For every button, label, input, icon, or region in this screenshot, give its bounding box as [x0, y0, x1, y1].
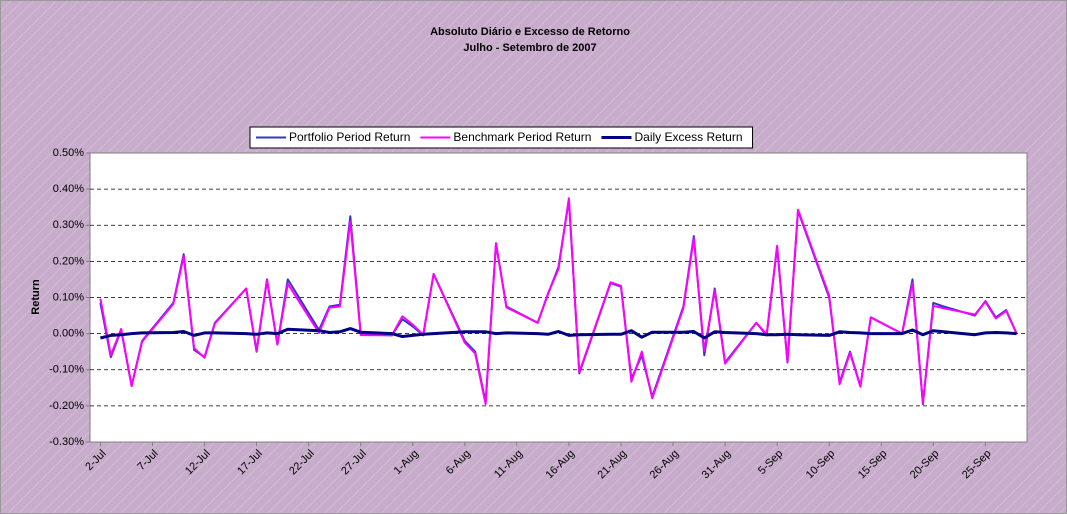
legend-label: Benchmark Period Return [453, 130, 591, 144]
legend-label: Portfolio Period Return [289, 130, 410, 144]
y-tick-label: 0.50% [53, 147, 84, 159]
chart-subtitle: Julho - Setembro de 2007 [463, 42, 596, 54]
y-tick-label: 0.20% [53, 255, 84, 267]
y-tick-label: -0.30% [49, 436, 84, 448]
y-tick-label: 0.00% [53, 328, 84, 340]
legend-box [249, 126, 754, 149]
y-tick-label: 0.10% [53, 291, 84, 303]
legend: Portfolio Period Return Benchmark Period … [249, 126, 754, 149]
y-tick-label: 0.40% [53, 183, 84, 195]
series-line [99, 197, 1018, 406]
legend-label: Daily Excess Return [634, 130, 742, 144]
series-line [100, 327, 1017, 340]
y-tick-label: -0.10% [49, 364, 84, 376]
y-tick-label: 0.30% [53, 219, 84, 231]
chart-title: Absoluto Diário e Excesso de Retorno [430, 26, 630, 38]
y-tick-label: -0.20% [49, 400, 84, 412]
y-axis-label: Return [30, 279, 42, 315]
